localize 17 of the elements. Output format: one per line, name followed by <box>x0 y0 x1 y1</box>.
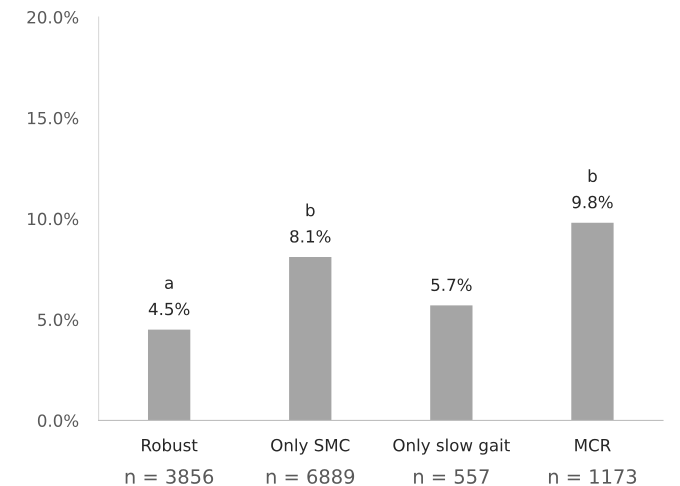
y-tick-label: 10.0% <box>28 212 78 226</box>
y-tick-label: 15.0% <box>28 112 78 124</box>
bar <box>289 257 332 420</box>
data-label: b 8.1% <box>290 204 330 243</box>
y-tick-label: 0.0% <box>38 414 78 427</box>
x-tick-label: Only slow gait n = 557 <box>393 438 510 484</box>
data-label: a 4.5% <box>148 279 190 316</box>
x-tick-label: Only SMC n = 6889 <box>266 438 354 484</box>
x-tick-label: MCR n = 1173 <box>548 438 636 484</box>
x-tick-label: Robust n = 3856 <box>126 438 214 484</box>
y-tick-label: 20.0% <box>27 10 78 24</box>
data-label: b 9.8% <box>572 169 613 208</box>
bar <box>148 330 190 420</box>
bar <box>430 305 473 420</box>
bar <box>571 222 614 420</box>
y-tick-label: 5.0% <box>38 314 78 326</box>
data-label: 5.7% <box>431 278 472 292</box>
